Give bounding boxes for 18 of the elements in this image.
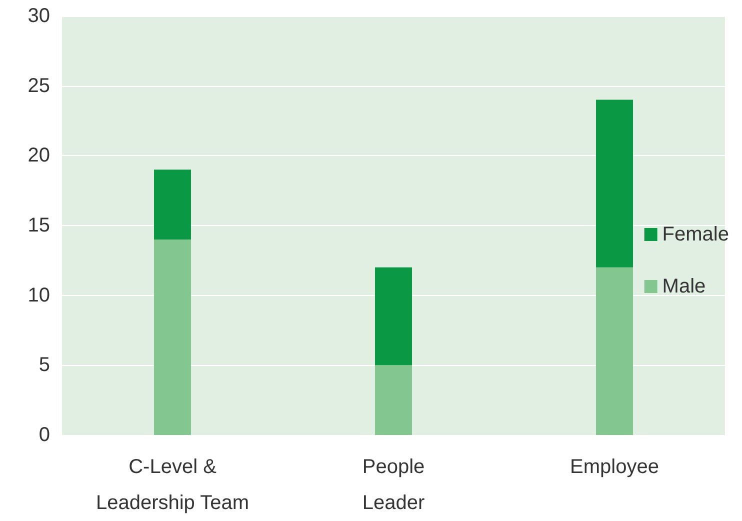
x-tick-label: C-Level & Leadership Team [96, 456, 250, 514]
y-tick-label: 5 [38, 354, 50, 376]
bar [596, 267, 633, 435]
bar [596, 100, 633, 268]
bar [375, 365, 412, 435]
x-tick-label: Employee [570, 456, 659, 478]
bar [154, 239, 191, 435]
y-tick-label: 10 [28, 284, 50, 306]
y-tick-label: 25 [28, 74, 50, 97]
y-tick-label: 15 [28, 214, 50, 236]
legend-label: Male [662, 276, 706, 298]
y-tick-label: 0 [38, 424, 50, 446]
y-tick-label: 20 [28, 144, 50, 167]
legend-label: Female [662, 224, 730, 246]
x-tick-label: People Leader [362, 456, 425, 514]
y-tick-label: 30 [28, 5, 50, 27]
bar [375, 267, 412, 366]
bar [154, 170, 191, 240]
